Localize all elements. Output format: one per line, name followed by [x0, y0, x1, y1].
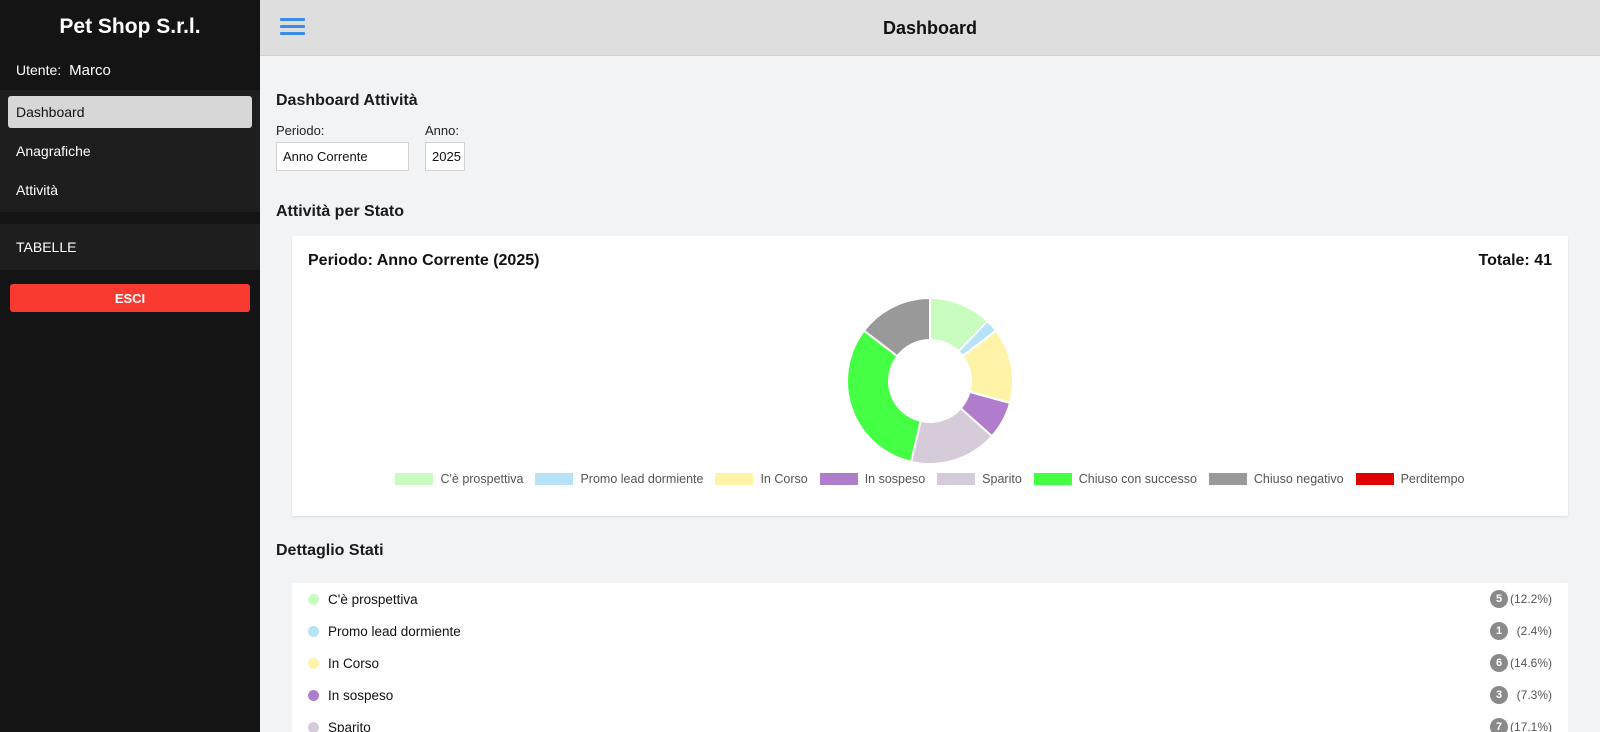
legend-label: C'è prospettiva	[440, 472, 524, 486]
legend-swatch	[1355, 473, 1394, 485]
year-select[interactable]: 2025	[425, 142, 465, 171]
sidebar-nav: Dashboard Anagrafiche Attività	[0, 90, 260, 212]
state-donut-chart	[846, 296, 1014, 465]
state-percent: (14.6%)	[1509, 656, 1552, 670]
legend-label: Chiuso con successo	[1078, 472, 1197, 486]
legend-item[interactable]: C'è prospettiva	[395, 472, 523, 486]
chart-total-text: Totale: 41	[1478, 252, 1553, 269]
state-name: C'è prospettiva	[328, 591, 418, 607]
chart-period-text: Periodo: Anno Corrente (2025)	[308, 252, 540, 269]
legend-label: In Corso	[760, 472, 808, 486]
user-info: Utente: Marco	[0, 54, 260, 86]
dashboard-title: Dashboard Attività	[276, 92, 418, 109]
year-label: Anno:	[425, 123, 459, 138]
count-badge: 6	[1490, 654, 1508, 672]
legend-swatch	[937, 473, 976, 485]
state-color-dot	[308, 657, 319, 669]
count-badge: 7	[1490, 718, 1508, 732]
brand-title: Pet Shop S.r.l.	[59, 15, 201, 38]
detail-title: Dettaglio Stati	[276, 542, 384, 559]
legend-item[interactable]: Chiuso negativo	[1208, 472, 1344, 486]
state-color-dot	[308, 689, 319, 701]
state-name: Sparito	[328, 719, 371, 732]
state-name: In sospeso	[328, 687, 394, 703]
legend-swatch	[535, 473, 574, 485]
legend-label: In sospeso	[864, 472, 926, 486]
legend-item[interactable]: In Corso	[715, 472, 808, 486]
main-content: Dashboard Attività Periodo: Anno Corrent…	[260, 56, 1600, 732]
legend-label: Sparito	[982, 472, 1022, 486]
donut-slice[interactable]	[846, 329, 922, 464]
state-name: Promo lead dormiente	[328, 623, 461, 639]
top-header: Dashboard	[260, 0, 1600, 56]
state-color-dot	[308, 721, 319, 732]
logout-button[interactable]: ESCI	[10, 284, 250, 312]
state-chart-card: Periodo: Anno Corrente (2025) Totale: 41…	[292, 236, 1568, 516]
sidebar-item-dashboard[interactable]: Dashboard	[8, 96, 252, 128]
page-title: Dashboard	[882, 18, 978, 38]
state-percent: (7.3%)	[1516, 688, 1552, 702]
period-select[interactable]: Anno Corrente	[276, 142, 409, 171]
user-label: Utente:	[16, 62, 62, 78]
legend-label: Perditempo	[1400, 472, 1465, 486]
state-percent: (12.2%)	[1509, 592, 1552, 606]
period-label: Periodo:	[276, 123, 325, 138]
state-color-dot	[308, 625, 319, 637]
user-name: Marco	[69, 61, 111, 79]
count-badge: 3	[1490, 686, 1508, 704]
hamburger-menu-icon[interactable]	[280, 18, 305, 38]
sidebar-item-anagrafiche[interactable]: Anagrafiche	[16, 143, 91, 159]
legend-swatch	[1208, 473, 1247, 485]
count-badge: 1	[1490, 622, 1508, 640]
state-color-dot	[308, 593, 319, 605]
chart-legend: C'è prospettiva Promo lead dormiente In Co…	[292, 472, 1568, 486]
sidebar-item-attivita[interactable]: Attività	[16, 182, 59, 198]
state-chart-title: Attività per Stato	[276, 203, 405, 220]
legend-swatch	[819, 473, 858, 485]
legend-item[interactable]: In sospeso	[819, 472, 926, 486]
state-percent: (2.4%)	[1516, 624, 1552, 638]
legend-item[interactable]: Perditempo	[1355, 472, 1465, 486]
legend-item[interactable]: Chiuso con successo	[1033, 472, 1197, 486]
legend-item[interactable]: Sparito	[937, 472, 1022, 486]
list-item: Promo lead dormiente 1 (2.4%)	[292, 615, 1568, 647]
legend-swatch	[395, 473, 434, 485]
legend-label: Chiuso negativo	[1253, 472, 1344, 486]
legend-swatch	[1033, 473, 1072, 485]
state-name: In Corso	[328, 655, 380, 671]
legend-swatch	[715, 473, 754, 485]
sidebar: Pet Shop S.r.l. Utente: Marco Dashboard …	[0, 0, 260, 732]
donut-slice[interactable]	[862, 296, 931, 358]
legend-label: Promo lead dormiente	[580, 472, 704, 486]
count-badge: 5	[1490, 590, 1508, 608]
state-percent: (17.1%)	[1509, 720, 1552, 732]
list-item: In sospeso 3 (7.3%)	[292, 679, 1568, 711]
list-item: In Corso 6 (14.6%)	[292, 647, 1568, 679]
state-detail-list: C'è prospettiva 5 (12.2%) Promo lead dor…	[292, 583, 1568, 732]
list-item: Sparito 7 (17.1%)	[292, 711, 1568, 732]
sidebar-item-tabelle[interactable]: TABELLE	[0, 224, 260, 270]
list-item: C'è prospettiva 5 (12.2%)	[292, 583, 1568, 615]
legend-item[interactable]: Promo lead dormiente	[535, 472, 703, 486]
